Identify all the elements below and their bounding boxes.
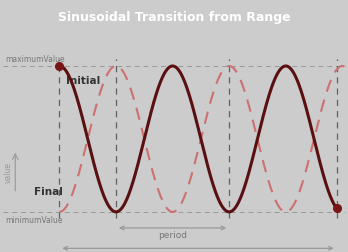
Text: minimumValue: minimumValue [6,215,63,224]
Text: value: value [3,162,13,182]
Text: Sinusoidal Transition from Range: Sinusoidal Transition from Range [58,11,290,23]
Text: duration: duration [179,250,217,252]
Text: Initial: Initial [66,75,101,85]
Text: maximumValue: maximumValue [6,55,65,64]
Text: period: period [158,230,187,239]
Text: Final: Final [34,186,63,196]
